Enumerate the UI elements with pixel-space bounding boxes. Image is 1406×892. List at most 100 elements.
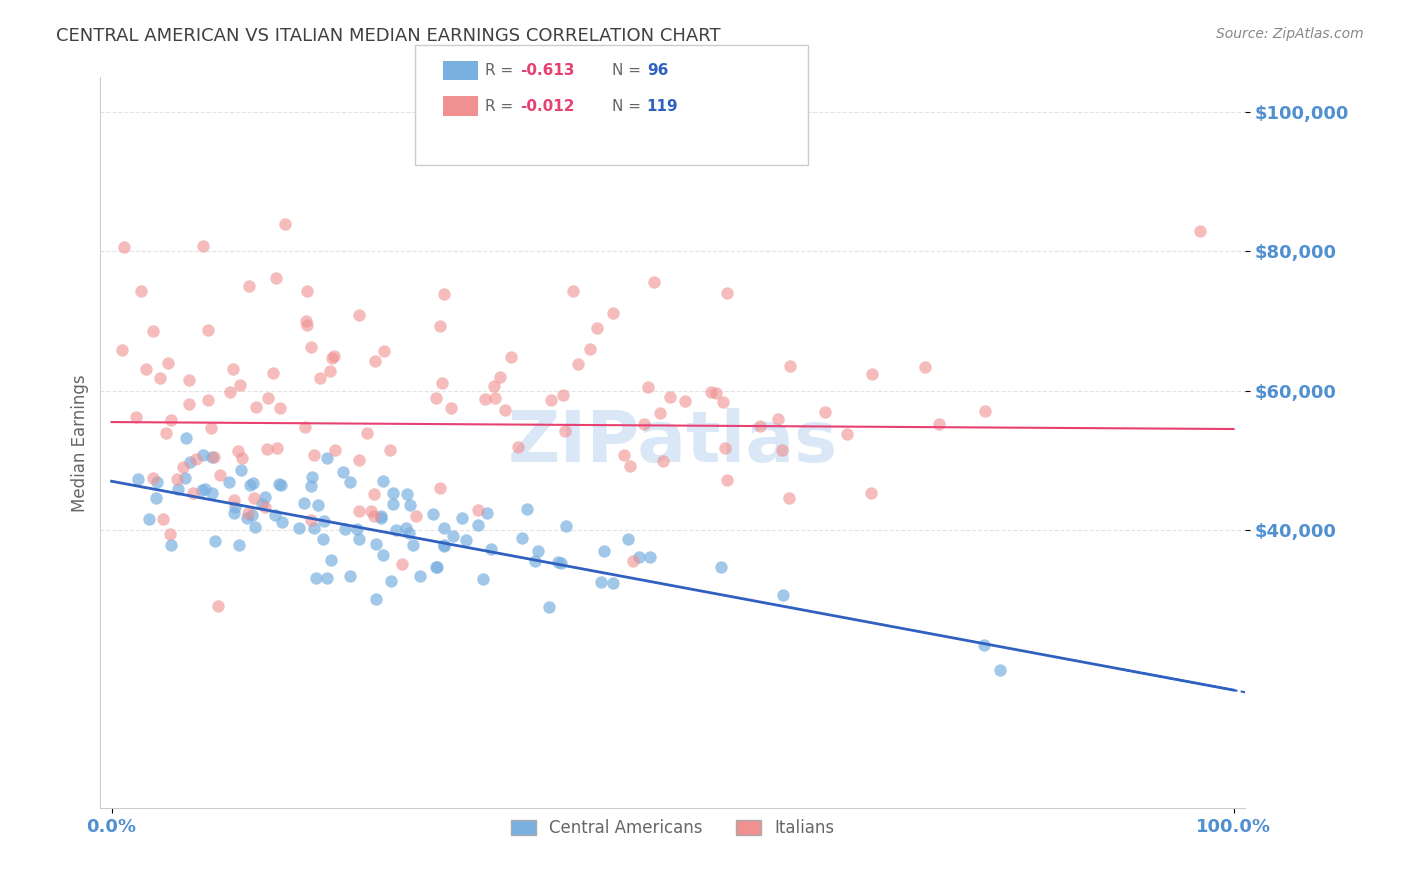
Central Americans (254, 490, 277, 504)
Central Americans (988, 663, 1011, 677)
Italians (860, 368, 883, 382)
Italians (142, 470, 165, 484)
Text: -0.012: -0.012 (520, 99, 575, 113)
Central Americans (602, 576, 624, 591)
Text: Source: ZipAtlas.com: Source: ZipAtlas.com (1216, 27, 1364, 41)
Central Americans (547, 555, 569, 569)
Italians (299, 340, 322, 354)
Italians (779, 359, 801, 374)
Italians (319, 364, 342, 378)
Central Americans (441, 529, 464, 543)
Italians (273, 217, 295, 231)
Central Americans (240, 508, 263, 522)
Central Americans (252, 497, 274, 511)
Italians (184, 452, 207, 467)
Italians (125, 410, 148, 425)
Central Americans (159, 539, 181, 553)
Italians (973, 404, 995, 418)
Italians (405, 509, 427, 524)
Central Americans (312, 514, 335, 528)
Central Americans (589, 574, 612, 589)
Italians (360, 504, 382, 518)
Italians (433, 286, 456, 301)
Central Americans (200, 450, 222, 464)
Central Americans (292, 496, 315, 510)
Italians (172, 459, 194, 474)
Italians (716, 286, 738, 301)
Central Americans (307, 498, 329, 512)
Central Americans (267, 476, 290, 491)
Italians (508, 440, 530, 454)
Italians (356, 426, 378, 441)
Italians (323, 349, 346, 363)
Italians (177, 397, 200, 411)
Central Americans (305, 570, 328, 584)
Central Americans (516, 502, 538, 516)
Central Americans (174, 431, 197, 445)
Italians (155, 425, 177, 440)
Italians (238, 278, 260, 293)
Central Americans (371, 474, 394, 488)
Italians (859, 486, 882, 500)
Central Americans (638, 550, 661, 565)
Italians (474, 392, 496, 406)
Italians (585, 321, 607, 335)
Italians (219, 384, 242, 399)
Italians (619, 458, 641, 473)
Central Americans (433, 538, 456, 552)
Italians (551, 388, 574, 402)
Text: R =: R = (485, 63, 519, 78)
Central Americans (174, 471, 197, 485)
Central Americans (616, 533, 638, 547)
Italians (245, 400, 267, 414)
Central Americans (396, 487, 419, 501)
Italians (302, 448, 325, 462)
Italians (914, 359, 936, 374)
Central Americans (167, 482, 190, 496)
Italians (111, 343, 134, 358)
Italians (349, 504, 371, 518)
Italians (197, 323, 219, 337)
Italians (770, 443, 793, 458)
Italians (699, 384, 721, 399)
Central Americans (127, 472, 149, 486)
Italians (716, 474, 738, 488)
Italians (567, 357, 589, 371)
Central Americans (333, 522, 356, 536)
Italians (228, 444, 250, 458)
Italians (177, 373, 200, 387)
Italians (202, 450, 225, 464)
Central Americans (422, 507, 444, 521)
Italians (149, 371, 172, 385)
Italians (301, 513, 323, 527)
Italians (135, 362, 157, 376)
Italians (637, 380, 659, 394)
Italians (253, 500, 276, 514)
Italians (380, 442, 402, 457)
Central Americans (228, 538, 250, 552)
Central Americans (270, 478, 292, 492)
Italians (766, 411, 789, 425)
Central Americans (179, 455, 201, 469)
Italians (363, 508, 385, 523)
Central Americans (433, 539, 456, 553)
Central Americans (301, 470, 323, 484)
Italians (269, 401, 291, 416)
Text: CENTRAL AMERICAN VS ITALIAN MEDIAN EARNINGS CORRELATION CHART: CENTRAL AMERICAN VS ITALIAN MEDIAN EARNI… (56, 27, 721, 45)
Central Americans (409, 569, 432, 583)
Italians (209, 467, 232, 482)
Central Americans (299, 479, 322, 493)
Italians (633, 417, 655, 431)
Italians (1188, 224, 1211, 238)
Italians (159, 413, 181, 427)
Central Americans (332, 466, 354, 480)
Central Americans (550, 557, 572, 571)
Central Americans (218, 475, 240, 490)
Italians (129, 284, 152, 298)
Italians (391, 557, 413, 571)
Italians (295, 314, 318, 328)
Italians (814, 404, 837, 418)
Text: ZIPatlas: ZIPatlas (508, 409, 838, 477)
Italians (257, 391, 280, 405)
Italians (467, 503, 489, 517)
